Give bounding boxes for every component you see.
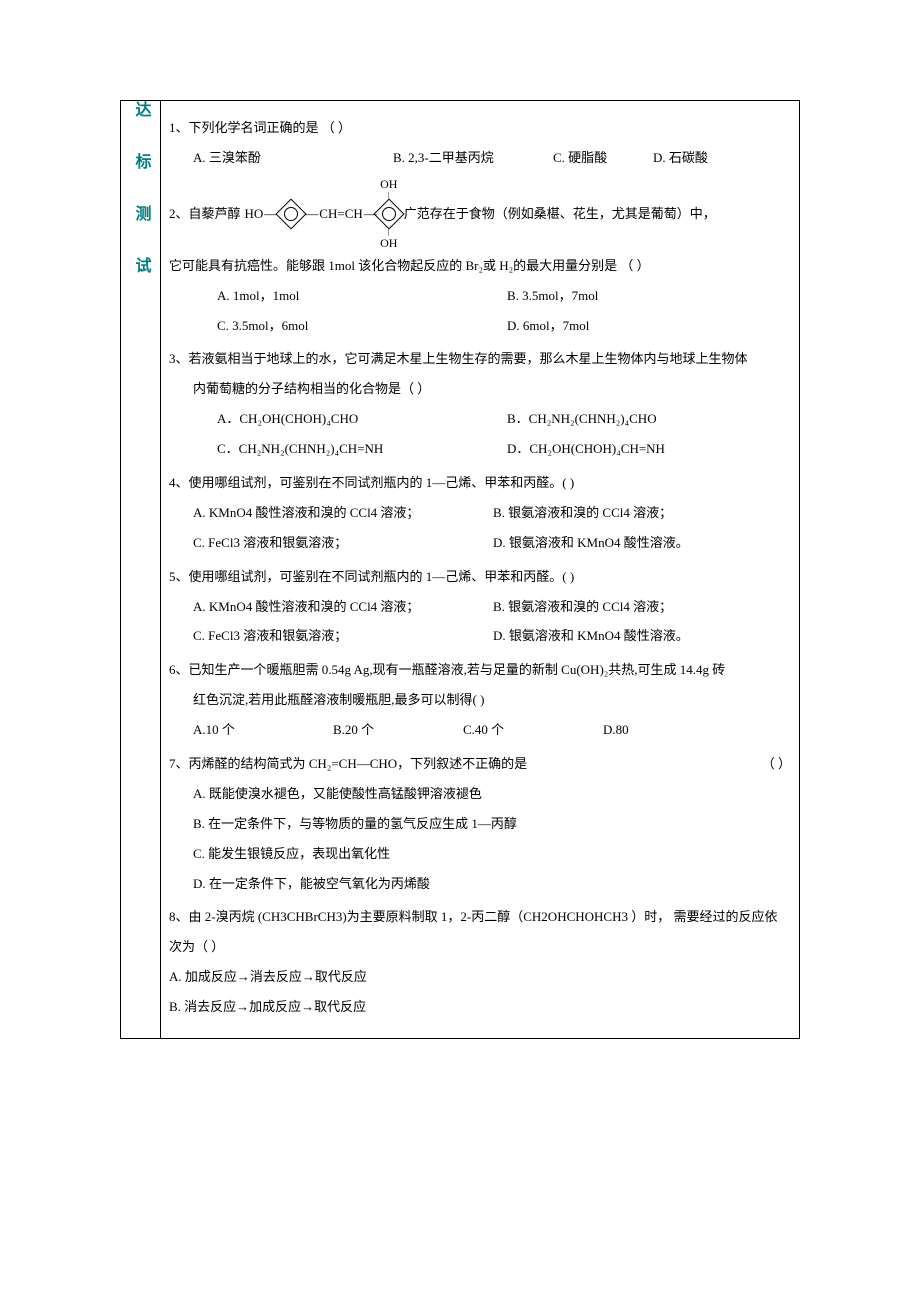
q1-optC: C. 硬脂酸 <box>553 143 653 173</box>
q4-options-row2: C. FeCl3 溶液和银氨溶液； D. 银氨溶液和 KMnO4 酸性溶液。 <box>169 528 791 558</box>
q2-optC: C. 3.5mol，6mol <box>217 311 507 341</box>
q6-stem-l1: 6、已知生产一个暖瓶胆需 0.54g Ag,现有一瓶醛溶液,若与足量的新制 Cu… <box>169 655 791 685</box>
q3-optD: D．CH₂OH(CHOH)₄CH=NH <box>507 434 665 464</box>
q5-optD: D. 银氨溶液和 KMnO4 酸性溶液。 <box>493 621 689 651</box>
q7-paren: （ ） <box>762 749 791 779</box>
q4-optA: A. KMnO4 酸性溶液和溴的 CCl4 溶液； <box>193 498 493 528</box>
q1-optB: B. 2,3-二甲基丙烷 <box>393 143 553 173</box>
q8-stem-l1: 8、由 2-溴丙烷 (CH3CHBrCH3)为主要原料制取 1，2-丙二醇（CH… <box>169 902 791 932</box>
q3-optC: C．CH₂NH₂(CHNH₂)₄CH=NH <box>217 434 507 464</box>
q6-stem-l2: 红色沉淀,若用此瓶醛溶液制暖瓶胆,最多可以制得( ) <box>169 685 791 715</box>
q6-optB: B.20 个 <box>333 715 463 745</box>
content-cell: 1、下列化学名词正确的是 （ ） A. 三溴笨酚 B. 2,3-二甲基丙烷 C.… <box>161 101 800 1039</box>
q2-oh-group: OH | | OH <box>378 177 400 251</box>
q5-optA: A. KMnO4 酸性溶液和溴的 CCl4 溶液； <box>193 592 493 622</box>
q7-optB: B. 在一定条件下，与等物质的量的氢气反应生成 1—丙醇 <box>169 809 791 839</box>
q4-stem: 4、使用哪组试剂，可鉴别在不同试剂瓶内的 1—己烯、甲苯和丙醛。( ) <box>169 468 791 498</box>
q1-stem: 1、下列化学名词正确的是 （ ） <box>169 113 791 143</box>
q3-optB: B．CH₂NH₂(CHNH₂)₄CHO <box>507 404 657 434</box>
q1-options: A. 三溴笨酚 B. 2,3-二甲基丙烷 C. 硬脂酸 D. 石碳酸 <box>169 143 791 173</box>
q2-formula: HO — — CH=CH — OH | | OH <box>245 177 400 251</box>
question-3: 3、若液氨相当于地球上的水，它可满足木星上生物生存的需要，那么木星上生物体内与地… <box>169 344 791 464</box>
q6-optD: D.80 <box>603 715 629 745</box>
q7-optA: A. 既能使溴水褪色，又能使酸性高锰酸钾溶液褪色 <box>169 779 791 809</box>
q5-stem: 5、使用哪组试剂，可鉴别在不同试剂瓶内的 1—己烯、甲苯和丙醛。( ) <box>169 562 791 592</box>
q7-stem: 7、丙烯醛的结构简式为 CH₂=CH—CHO，下列叙述不正确的是 <box>169 749 527 779</box>
q6-optA: A.10 个 <box>193 715 333 745</box>
q2-options-row2: C. 3.5mol，6mol D. 6mol，7mol <box>169 311 791 341</box>
q7-optD: D. 在一定条件下，能被空气氧化为丙烯酸 <box>169 869 791 899</box>
q2-stem-before: 2、自藜芦醇 <box>169 199 241 229</box>
q2-optB: B. 3.5mol，7mol <box>507 281 598 311</box>
q4-optD: D. 银氨溶液和 KMnO4 酸性溶液。 <box>493 528 689 558</box>
question-6: 6、已知生产一个暖瓶胆需 0.54g Ag,现有一瓶醛溶液,若与足量的新制 Cu… <box>169 655 791 745</box>
q6-options: A.10 个 B.20 个 C.40 个 D.80 <box>169 715 791 745</box>
q7-stem-row: 7、丙烯醛的结构简式为 CH₂=CH—CHO，下列叙述不正确的是 （ ） <box>169 749 791 779</box>
q1-optA: A. 三溴笨酚 <box>193 143 393 173</box>
q7-optC: C. 能发生银镜反应，表现出氧化性 <box>169 839 791 869</box>
q2-options-row1: A. 1mol，1mol B. 3.5mol，7mol <box>169 281 791 311</box>
q4-optC: C. FeCl3 溶液和银氨溶液； <box>193 528 493 558</box>
q8-optB: B. 消去反应→加成反应→取代反应 <box>169 992 791 1022</box>
q2-chch: CH=CH <box>319 199 362 229</box>
question-4: 4、使用哪组试剂，可鉴别在不同试剂瓶内的 1—己烯、甲苯和丙醛。( ) A. K… <box>169 468 791 558</box>
q2-stem-line2: 它可能具有抗癌性。能够跟 1mol 该化合物起反应的 Br₂或 H₂的最大用量分… <box>169 251 791 281</box>
q3-options-row2: C．CH₂NH₂(CHNH₂)₄CH=NH D．CH₂OH(CHOH)₄CH=N… <box>169 434 791 464</box>
q1-optD: D. 石碳酸 <box>653 143 791 173</box>
q3-optA: A．CH₂OH(CHOH)₄CHO <box>217 404 507 434</box>
question-1: 1、下列化学名词正确的是 （ ） A. 三溴笨酚 B. 2,3-二甲基丙烷 C.… <box>169 113 791 173</box>
question-2: 2、自藜芦醇 HO — — CH=CH — OH | | OH <box>169 177 791 341</box>
q5-optC: C. FeCl3 溶液和银氨溶液； <box>193 621 493 651</box>
q5-optB: B. 银氨溶液和溴的 CCl4 溶液； <box>493 592 672 622</box>
benzene-ring-icon <box>373 198 404 229</box>
q2-stem-after: 广范存在于食物（例如桑椹、花生，尤其是葡萄）中， <box>404 199 716 229</box>
q4-options-row1: A. KMnO4 酸性溶液和溴的 CCl4 溶液； B. 银氨溶液和溴的 CCl… <box>169 498 791 528</box>
question-7: 7、丙烯醛的结构简式为 CH₂=CH—CHO，下列叙述不正确的是 （ ） A. … <box>169 749 791 898</box>
q2-optD: D. 6mol，7mol <box>507 311 589 341</box>
q8-optA: A. 加成反应→消去反应→取代反应 <box>169 962 791 992</box>
document-table: 达标测试 1、下列化学名词正确的是 （ ） A. 三溴笨酚 B. 2,3-二甲基… <box>120 100 800 1039</box>
question-8: 8、由 2-溴丙烷 (CH3CHBrCH3)为主要原料制取 1，2-丙二醇（CH… <box>169 902 791 1022</box>
q6-optC: C.40 个 <box>463 715 603 745</box>
q3-stem-l1: 3、若液氨相当于地球上的水，它可满足木星上生物生存的需要，那么木星上生物体内与地… <box>169 344 791 374</box>
q3-stem-l2: 内葡萄糖的分子结构相当的化合物是（ ） <box>169 374 791 404</box>
sidebar-cell: 达标测试 <box>121 101 161 1039</box>
q2-ho: HO <box>245 199 264 229</box>
q3-options-row1: A．CH₂OH(CHOH)₄CHO B．CH₂NH₂(CHNH₂)₄CHO <box>169 404 791 434</box>
benzene-ring-icon <box>276 198 307 229</box>
question-5: 5、使用哪组试剂，可鉴别在不同试剂瓶内的 1—己烯、甲苯和丙醛。( ) A. K… <box>169 562 791 652</box>
q2-optA: A. 1mol，1mol <box>217 281 507 311</box>
q5-options-row2: C. FeCl3 溶液和银氨溶液； D. 银氨溶液和 KMnO4 酸性溶液。 <box>169 621 791 651</box>
sidebar-header: 达标测试 <box>129 101 153 309</box>
q5-options-row1: A. KMnO4 酸性溶液和溴的 CCl4 溶液； B. 银氨溶液和溴的 CCl… <box>169 592 791 622</box>
q8-stem-l2: 次为（ ） <box>169 932 791 962</box>
q2-stem-line1: 2、自藜芦醇 HO — — CH=CH — OH | | OH <box>169 177 791 251</box>
q4-optB: B. 银氨溶液和溴的 CCl4 溶液； <box>493 498 672 528</box>
